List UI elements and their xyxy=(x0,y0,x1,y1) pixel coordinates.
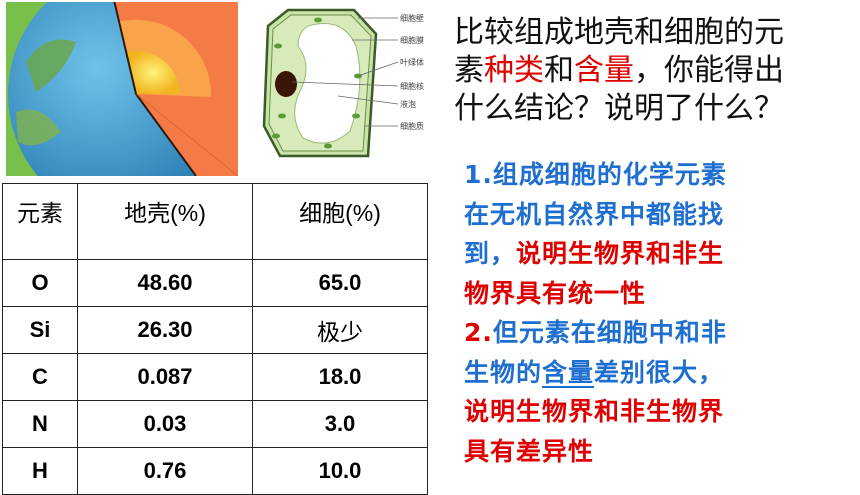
conclusion-2-line-2: 生物的含量差别很大， xyxy=(464,353,854,393)
underlined-content: 含量 xyxy=(542,357,595,387)
table-cell: 3.0 xyxy=(252,400,428,448)
conclusion-2-line-3: 说明生物界和非生物界 xyxy=(464,397,725,426)
question-text-part: 和 xyxy=(544,53,574,88)
question-line-1: 比较组成地壳和细胞的元 xyxy=(454,15,784,50)
highlight-types: 种类 xyxy=(484,53,544,88)
table-cell: C xyxy=(2,353,78,401)
question-line-3: 什么结论？说明了什么？ xyxy=(454,91,784,126)
table-cell: 18.0 xyxy=(252,353,428,401)
table-cell: N xyxy=(2,400,78,448)
table-cell: H xyxy=(2,447,78,495)
table-row: C 0.087 18.0 xyxy=(2,353,428,401)
conclusion-text-part: 到， xyxy=(464,239,517,268)
conclusion-text-part: 生物的 xyxy=(464,357,543,387)
table-cell: 65.0 xyxy=(252,259,428,307)
table-header-row: 元素 地壳(%) 细胞(%) xyxy=(2,183,428,260)
conclusion-number: 2. xyxy=(464,318,493,347)
table-row: H 0.76 10.0 xyxy=(2,447,428,495)
question-text: 比较组成地壳和细胞的元 素种类和含量，你能得出 什么结论？说明了什么？ xyxy=(454,14,854,128)
cell-membrane-label: 细胞膜 xyxy=(400,36,424,45)
cell-wall-label: 细胞壁 xyxy=(400,14,424,23)
conclusion-text-part: 说明生物界和非生 xyxy=(516,239,725,268)
conclusion-text-part: 组成细胞的化学元素 xyxy=(492,160,727,189)
table-cell: 极少 xyxy=(252,306,428,354)
chloroplast-label: 叶绿体 xyxy=(400,58,424,67)
question-text-part: ，你能得出 xyxy=(634,53,784,88)
conclusion-text-part: 但元素在细胞中和非 xyxy=(492,318,727,347)
plant-cell-image: 细胞壁 细胞膜 叶绿体 细胞核 液泡 细胞质 xyxy=(258,6,442,166)
earth-cross-section-image xyxy=(6,2,238,176)
conclusion-2-line-4: 具有差异性 xyxy=(464,436,595,466)
conclusions-text: 1.组成细胞的化学元素 在无机自然界中都能找 到，说明生物界和非生 物界具有统一… xyxy=(464,155,854,471)
table-cell: 0.76 xyxy=(77,447,253,495)
header-element: 元素 xyxy=(2,183,78,260)
conclusion-1-line-4: 物界具有统一性 xyxy=(464,278,647,308)
table-cell: 10.0 xyxy=(252,447,428,495)
conclusion-2-line-1: 2.但元素在细胞中和非 xyxy=(464,313,854,353)
nucleus-label: 细胞核 xyxy=(400,82,424,91)
question-text-part: 素 xyxy=(454,53,484,88)
table-cell: O xyxy=(2,259,78,307)
conclusion-number: 1. xyxy=(464,160,493,189)
conclusion-1-line-1: 1.组成细胞的化学元素 xyxy=(464,155,854,195)
table-row: N 0.03 3.0 xyxy=(2,400,428,448)
header-cell: 细胞(%) xyxy=(252,183,428,260)
table-row: O 48.60 65.0 xyxy=(2,259,428,307)
header-crust: 地壳(%) xyxy=(77,183,253,260)
question-line-2: 素种类和含量，你能得出 xyxy=(454,52,854,90)
highlight-content: 含量 xyxy=(574,53,634,88)
element-composition-table: 元素 地壳(%) 细胞(%) O 48.60 65.0 Si 26.30 极少 … xyxy=(2,183,428,495)
cytoplasm-label: 细胞质 xyxy=(400,122,424,131)
table-cell: 0.087 xyxy=(77,353,253,401)
table-cell: 26.30 xyxy=(77,306,253,354)
table-cell: 0.03 xyxy=(77,400,253,448)
conclusion-text-part: 差别很大， xyxy=(594,357,725,387)
table-cell: Si xyxy=(2,306,78,354)
conclusion-1-line-2: 在无机自然界中都能找 xyxy=(464,199,725,229)
table-row: Si 26.30 极少 xyxy=(2,306,428,354)
conclusion-1-line-3: 到，说明生物界和非生 xyxy=(464,234,854,274)
table-cell: 48.60 xyxy=(77,259,253,307)
vacuole-label: 液泡 xyxy=(400,100,416,109)
